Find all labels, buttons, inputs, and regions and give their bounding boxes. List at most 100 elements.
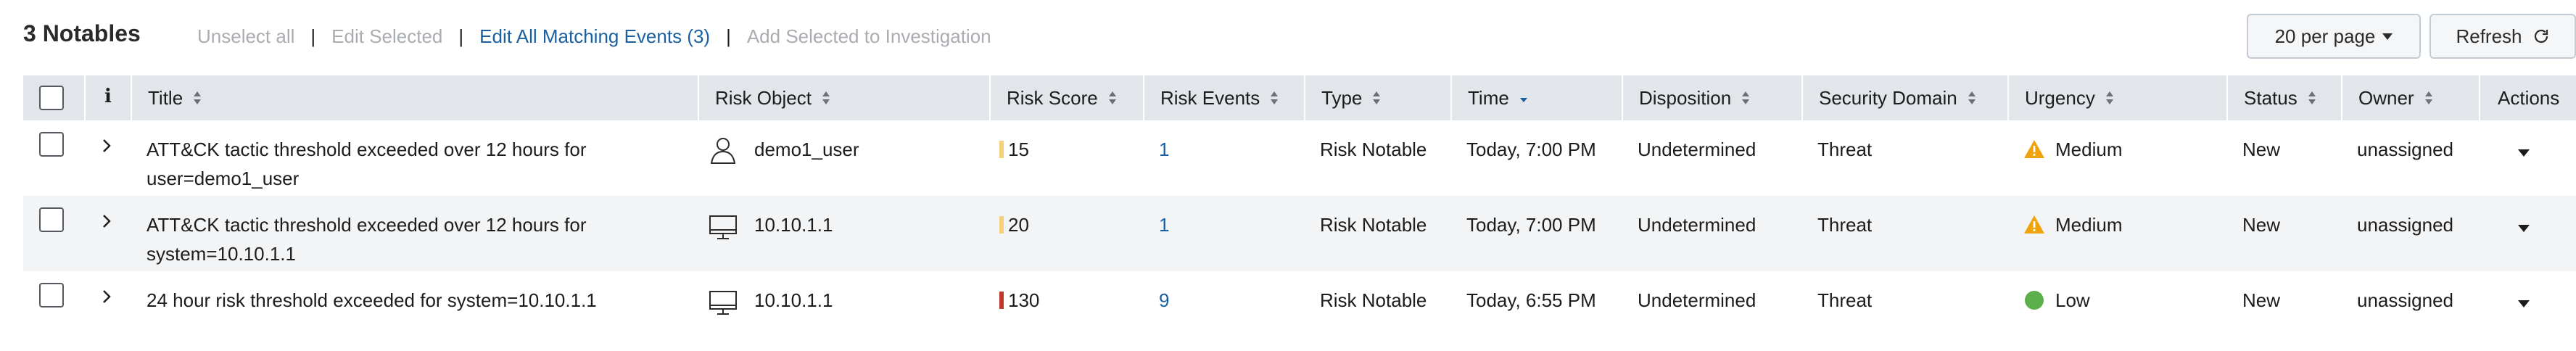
- column-label: Status: [2244, 86, 2298, 109]
- column-urgency[interactable]: Urgency: [2007, 75, 2226, 120]
- column-risk-score[interactable]: Risk Score: [989, 75, 1143, 120]
- per-page-dropdown[interactable]: 20 per page: [2247, 14, 2421, 59]
- row-checkbox[interactable]: [39, 207, 64, 232]
- notables-count: 3 Notables: [23, 20, 141, 46]
- risk-score-bar: [999, 141, 1004, 158]
- title-line: user=demo1_user: [146, 168, 300, 189]
- risk-events-link[interactable]: 9: [1159, 289, 1170, 311]
- select-all-checkbox[interactable]: [39, 86, 64, 110]
- title-line: 24 hour risk threshold exceeded for syst…: [146, 289, 597, 311]
- risk-object-cell[interactable]: 10.10.1.1: [754, 214, 833, 236]
- column-actions: Actions: [2479, 75, 2576, 120]
- row-actions-dropdown[interactable]: [2518, 149, 2530, 157]
- unselect-all-action[interactable]: Unselect all: [197, 25, 295, 47]
- status-cell: New: [2242, 289, 2281, 311]
- chevron-right-icon[interactable]: [96, 135, 117, 157]
- action-separator: |: [310, 25, 316, 47]
- column-status[interactable]: Status: [2226, 75, 2341, 120]
- sort-icon: [822, 91, 830, 104]
- table-row: ATT&CK tactic threshold exceeded over 12…: [23, 120, 2576, 196]
- refresh-icon: [2534, 29, 2548, 44]
- disposition-cell: Undetermined: [1638, 289, 1756, 311]
- notables-table: i Title Risk Object Risk Score Risk Even…: [23, 75, 2576, 321]
- type-cell: Risk Notable: [1320, 214, 1427, 236]
- action-separator: |: [458, 25, 464, 47]
- column-risk-events[interactable]: Risk Events: [1143, 75, 1304, 120]
- per-page-label: 20 per page: [2274, 25, 2376, 47]
- table-header: i Title Risk Object Risk Score Risk Even…: [23, 75, 2576, 120]
- notables-toolbar: 3 Notables Unselect all | Edit Selected …: [0, 0, 2576, 70]
- column-label: Disposition: [1639, 86, 1732, 109]
- risk-score-cell: 15: [1008, 139, 1029, 160]
- security-domain-cell: Threat: [1817, 139, 1873, 160]
- sort-descending-icon: [1519, 98, 1527, 102]
- risk-events-link[interactable]: 1: [1159, 214, 1170, 236]
- warning-icon: [2024, 215, 2044, 234]
- time-cell: Today, 7:00 PM: [1466, 214, 1596, 236]
- chevron-right-icon[interactable]: [96, 286, 117, 307]
- column-title[interactable]: Title: [131, 75, 698, 120]
- risk-score-bar: [999, 292, 1004, 309]
- warning-icon: [2024, 140, 2044, 158]
- add-to-investigation-action[interactable]: Add Selected to Investigation: [746, 25, 991, 47]
- sort-icon: [1373, 91, 1381, 104]
- edit-selected-action[interactable]: Edit Selected: [331, 25, 443, 47]
- risk-events-link[interactable]: 1: [1159, 139, 1170, 160]
- time-cell: Today, 6:55 PM: [1466, 289, 1596, 311]
- column-owner[interactable]: Owner: [2341, 75, 2479, 120]
- column-label: Type: [1321, 86, 1363, 109]
- column-time[interactable]: Time: [1450, 75, 1622, 120]
- row-checkbox[interactable]: [39, 283, 64, 307]
- chevron-down-icon: [2382, 33, 2393, 40]
- refresh-button[interactable]: Refresh: [2430, 14, 2576, 59]
- risk-object-cell[interactable]: demo1_user: [754, 139, 859, 160]
- sort-icon: [1108, 91, 1116, 104]
- column-security-domain[interactable]: Security Domain: [1801, 75, 2007, 120]
- chevron-right-icon[interactable]: [96, 210, 117, 232]
- urgency-cell: Medium: [2055, 214, 2123, 236]
- column-type[interactable]: Type: [1304, 75, 1450, 120]
- disposition-cell: Undetermined: [1638, 214, 1756, 236]
- column-label: Time: [1468, 86, 1509, 109]
- security-domain-cell: Threat: [1817, 289, 1873, 311]
- title-cell[interactable]: ATT&CK tactic threshold exceeded over 12…: [131, 120, 698, 193]
- title-cell[interactable]: 24 hour risk threshold exceeded for syst…: [131, 271, 698, 315]
- owner-cell: unassigned: [2357, 214, 2453, 236]
- title-line: ATT&CK tactic threshold exceeded over 12…: [146, 214, 587, 236]
- table-row: 24 hour risk threshold exceeded for syst…: [23, 271, 2576, 321]
- column-label: Actions: [2498, 86, 2560, 109]
- column-disposition[interactable]: Disposition: [1622, 75, 1801, 120]
- table-row: ATT&CK tactic threshold exceeded over 12…: [23, 196, 2576, 271]
- edit-all-matching-action[interactable]: Edit All Matching Events (3): [479, 25, 711, 47]
- user-icon: [710, 138, 736, 164]
- title-line: system=10.10.1.1: [146, 243, 296, 265]
- column-label: Title: [148, 86, 183, 109]
- column-label: Risk Score: [1007, 86, 1098, 109]
- sort-icon: [2105, 91, 2113, 104]
- status-cell: New: [2242, 139, 2281, 160]
- owner-cell: unassigned: [2357, 289, 2453, 311]
- title-cell[interactable]: ATT&CK tactic threshold exceeded over 12…: [131, 196, 698, 268]
- risk-score-bar: [999, 216, 1004, 234]
- column-label: Urgency: [2025, 86, 2095, 109]
- sort-icon: [1742, 91, 1750, 104]
- urgency-cell: Medium: [2055, 139, 2123, 160]
- row-checkbox[interactable]: [39, 132, 64, 157]
- disposition-cell: Undetermined: [1638, 139, 1756, 160]
- column-label: Owner: [2358, 86, 2414, 109]
- security-domain-cell: Threat: [1817, 214, 1873, 236]
- sort-icon: [1968, 91, 1976, 104]
- info-column-header: i: [84, 75, 131, 120]
- action-separator: |: [726, 25, 731, 47]
- risk-object-cell[interactable]: 10.10.1.1: [754, 289, 833, 311]
- column-risk-object[interactable]: Risk Object: [698, 75, 989, 120]
- risk-score-cell: 20: [1008, 214, 1029, 236]
- urgency-cell: Low: [2055, 289, 2090, 311]
- row-actions-dropdown[interactable]: [2518, 300, 2530, 307]
- circle-icon: [2025, 291, 2044, 310]
- row-actions-dropdown[interactable]: [2518, 225, 2530, 232]
- info-icon: i: [104, 86, 112, 107]
- monitor-icon: [709, 215, 737, 239]
- column-label: Security Domain: [1819, 86, 1957, 109]
